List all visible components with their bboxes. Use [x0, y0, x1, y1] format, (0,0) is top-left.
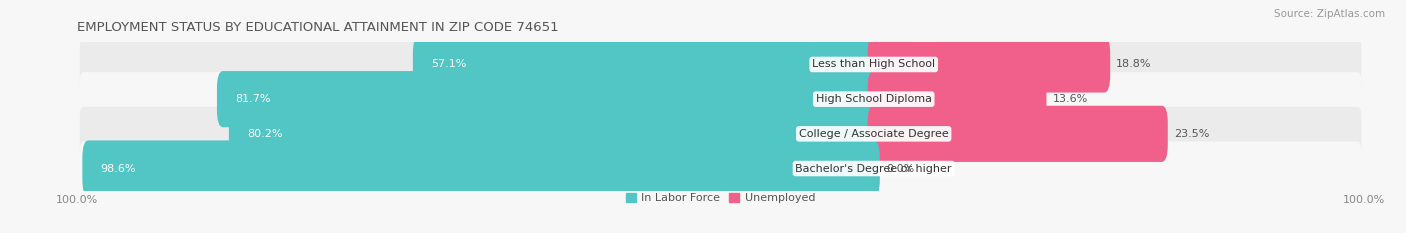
- FancyBboxPatch shape: [229, 106, 880, 162]
- Text: 98.6%: 98.6%: [101, 164, 136, 174]
- FancyBboxPatch shape: [80, 38, 1361, 92]
- Text: 23.5%: 23.5%: [1174, 129, 1209, 139]
- FancyBboxPatch shape: [868, 106, 1168, 162]
- Text: 81.7%: 81.7%: [235, 94, 271, 104]
- FancyBboxPatch shape: [80, 107, 1361, 161]
- FancyBboxPatch shape: [217, 71, 880, 127]
- FancyBboxPatch shape: [83, 140, 880, 197]
- FancyBboxPatch shape: [868, 36, 1111, 93]
- Text: 18.8%: 18.8%: [1116, 59, 1152, 69]
- Text: 57.1%: 57.1%: [432, 59, 467, 69]
- Text: 0.0%: 0.0%: [886, 164, 914, 174]
- Text: Source: ZipAtlas.com: Source: ZipAtlas.com: [1274, 9, 1385, 19]
- Text: Bachelor's Degree or higher: Bachelor's Degree or higher: [796, 164, 952, 174]
- Legend: In Labor Force, Unemployed: In Labor Force, Unemployed: [626, 193, 815, 203]
- Text: College / Associate Degree: College / Associate Degree: [799, 129, 949, 139]
- FancyBboxPatch shape: [80, 141, 1361, 195]
- Text: 80.2%: 80.2%: [247, 129, 283, 139]
- FancyBboxPatch shape: [413, 36, 880, 93]
- Text: 13.6%: 13.6%: [1053, 94, 1088, 104]
- Text: Less than High School: Less than High School: [813, 59, 935, 69]
- FancyBboxPatch shape: [80, 72, 1361, 126]
- Text: EMPLOYMENT STATUS BY EDUCATIONAL ATTAINMENT IN ZIP CODE 74651: EMPLOYMENT STATUS BY EDUCATIONAL ATTAINM…: [77, 21, 560, 34]
- FancyBboxPatch shape: [868, 71, 1046, 127]
- Text: High School Diploma: High School Diploma: [815, 94, 932, 104]
